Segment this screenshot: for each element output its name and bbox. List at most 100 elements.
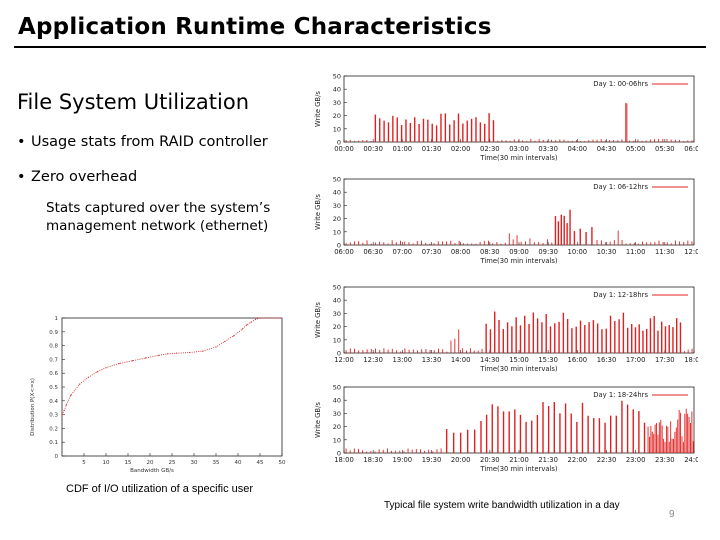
cdf-x-tick-label: 30 [191,460,198,466]
x-tick-label: 21:30 [538,456,558,464]
cdf-x-tick-label: 45 [257,460,264,466]
y-axis-label: Write GB/s [314,91,322,127]
bullet-item-overhead: • Zero overhead [17,169,137,185]
x-tick-label: 01:30 [422,145,442,153]
x-tick-label: 09:00 [509,248,529,256]
x-tick-label: 08:00 [451,248,471,256]
x-tick-label: 08:30 [480,248,500,256]
y-tick-label: 50 [333,73,341,81]
cdf-y-tick-label: 0.1 [49,440,58,446]
x-tick-label: 09:30 [538,248,558,256]
x-tick-label: 03:30 [538,145,558,153]
x-tick-label: 04:30 [597,145,617,153]
y-tick-label: 0 [337,350,341,358]
y-tick-label: 40 [333,86,341,94]
bandwidth-caption: Typical file system write bandwidth util… [384,500,620,511]
x-tick-label: 15:30 [538,356,558,364]
cdf-point [263,317,265,319]
cdf-point [281,317,283,319]
x-tick-label: 05:00 [626,145,646,153]
x-axis-label: Time(30 min intervals) [479,257,558,265]
x-tick-label: 06:00 [334,248,354,256]
x-tick-label: 11:00 [626,248,646,256]
y-axis-label: Write GB/s [314,194,322,230]
x-tick-label: 22:30 [597,456,617,464]
title-underline [14,46,706,48]
x-tick-label: 19:30 [422,456,442,464]
x-tick-label: 17:30 [655,356,675,364]
x-tick-label: 10:00 [568,248,588,256]
y-tick-label: 30 [333,410,341,418]
y-tick-label: 50 [333,384,341,392]
y-tick-label: 0 [337,450,341,458]
x-tick-label: 19:00 [393,456,413,464]
slide-title: Application Runtime Characteristics [18,14,492,40]
cdf-caption: CDF of I/O utilization of a specific use… [66,483,254,495]
bandwidth-chart-12-18: 0 10 20 30 40 50 12:00 12:30 13:00 13:30 14:00 14:3… [314,284,698,374]
cdf-y-tick-label: 0.9 [49,330,58,336]
page-number: 9 [669,509,675,520]
x-tick-label: 12:00 [334,356,354,364]
plot-frame [343,178,695,246]
legend-label: Day 1: 06-12hrs [593,183,648,191]
x-tick-label: 02:00 [451,145,471,153]
cdf-y-axis-label: Distribution P(X<=x) [30,378,36,436]
y-tick-label: 10 [333,125,341,133]
bandwidth-chart-00-06: 0 10 20 30 40 50 00:00 00:30 01:00 01:30 02:00 02:3… [314,73,698,163]
x-tick-label: 15:00 [509,356,529,364]
cdf-point [65,404,67,406]
y-tick-label: 40 [333,397,341,405]
y-tick-label: 40 [333,297,341,305]
cdf-point [87,376,89,378]
x-tick-label: 04:00 [568,145,588,153]
cdf-x-tick-label: 20 [147,460,154,466]
y-tick-label: 0 [337,242,341,250]
x-tick-label: 17:00 [626,356,646,364]
x-tick-label: 18:30 [363,456,383,464]
cdf-plot-frame [61,317,283,457]
y-axis-label: Write GB/s [314,402,322,438]
y-tick-label: 30 [333,202,341,210]
cdf-y-tick-label: 0.8 [49,344,58,350]
x-tick-label: 00:30 [363,145,383,153]
cdf-x-tick-label: 40 [235,460,242,466]
x-tick-label: 11:30 [655,248,675,256]
cdf-point [202,350,204,352]
bandwidth-chart-18-24: 0 10 20 30 40 50 18:00 18:30 19:00 19:30 20:00 20:3… [314,384,698,474]
bullet-item-raid: • Usage stats from RAID controller [17,134,268,150]
x-tick-label: 24:00 [684,456,698,464]
y-tick-label: 50 [333,284,341,292]
x-tick-label: 14:00 [451,356,471,364]
bullet-text: Usage stats from RAID controller [31,134,268,150]
y-axis-label: Write GB/s [314,302,322,338]
x-tick-label: 18:00 [334,456,354,464]
x-tick-label: 06:30 [363,248,383,256]
x-tick-label: 13:00 [393,356,413,364]
legend-label: Day 1: 18-24hrs [593,391,648,399]
x-tick-label: 02:30 [480,145,500,153]
x-tick-label: 18:00 [684,356,698,364]
x-tick-label: 03:00 [509,145,529,153]
x-tick-label: 12:00 [684,248,698,256]
cdf-point [105,367,107,369]
x-axis-label: Time(30 min intervals) [479,365,558,373]
legend-label: Day 1: 00-06hrs [593,80,648,88]
x-tick-label: 20:30 [480,456,500,464]
x-tick-label: 12:30 [363,356,383,364]
cdf-point [70,394,72,396]
cdf-x-tick-label: 10 [103,460,110,466]
cdf-point [189,351,191,354]
cdf-point [246,324,248,326]
y-tick-label: 20 [333,323,341,331]
cdf-point [96,371,98,373]
y-tick-label: 20 [333,215,341,223]
x-tick-label: 07:30 [422,248,442,256]
cdf-y-tick-label: 0 [55,454,59,460]
y-tick-label: 10 [333,228,341,236]
x-tick-label: 01:00 [393,145,413,153]
x-tick-label: 10:30 [597,248,617,256]
cdf-y-tick-label: 1 [55,316,59,322]
cdf-point [158,354,160,356]
section-heading: File System Utilization [17,90,250,114]
x-tick-label: 14:30 [480,356,500,364]
